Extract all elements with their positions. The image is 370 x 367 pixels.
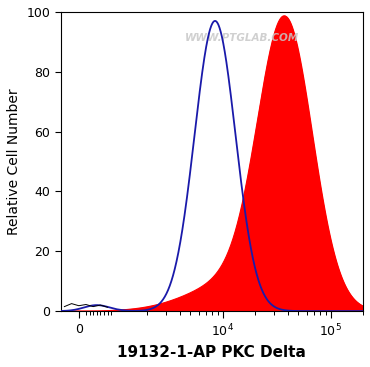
Text: WWW.PTGLAB.COM: WWW.PTGLAB.COM	[185, 33, 299, 43]
Y-axis label: Relative Cell Number: Relative Cell Number	[7, 88, 21, 235]
X-axis label: 19132-1-AP PKC Delta: 19132-1-AP PKC Delta	[118, 345, 306, 360]
